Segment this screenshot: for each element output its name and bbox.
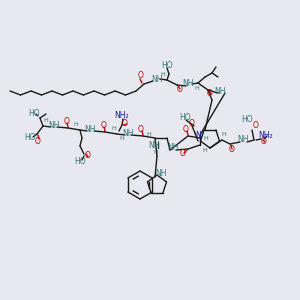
Text: NH: NH <box>151 74 163 83</box>
Text: O: O <box>207 89 213 98</box>
Text: H: H <box>154 149 158 154</box>
Text: H: H <box>112 127 116 131</box>
Text: O: O <box>64 118 70 127</box>
Text: NH: NH <box>167 143 179 152</box>
Text: O: O <box>261 137 267 146</box>
Text: HO: HO <box>28 110 40 118</box>
Text: O: O <box>183 125 189 134</box>
Text: O: O <box>85 152 91 160</box>
Text: NH: NH <box>237 136 249 145</box>
Text: HO: HO <box>161 61 173 70</box>
Text: H: H <box>160 71 165 76</box>
Text: O: O <box>122 118 128 127</box>
Text: H: H <box>202 148 207 152</box>
Text: HO: HO <box>241 116 253 124</box>
Text: O: O <box>35 136 41 146</box>
Text: NH: NH <box>182 80 194 88</box>
Text: O: O <box>229 145 235 154</box>
Text: NH₂: NH₂ <box>115 112 129 121</box>
Text: O: O <box>189 118 195 127</box>
Text: NH₂: NH₂ <box>259 130 273 140</box>
Text: O: O <box>138 125 144 134</box>
Text: NH: NH <box>148 142 160 151</box>
Text: HO: HO <box>24 133 36 142</box>
Text: NH: NH <box>48 121 60 130</box>
Text: H: H <box>204 136 208 142</box>
Text: O: O <box>253 121 259 130</box>
Text: H: H <box>120 136 124 140</box>
Text: O: O <box>101 122 107 130</box>
Text: H: H <box>147 131 152 136</box>
Text: O: O <box>138 71 144 80</box>
Text: N: N <box>195 131 201 140</box>
Text: HO: HO <box>179 112 191 122</box>
Text: H: H <box>195 85 200 91</box>
Text: NH: NH <box>122 128 134 137</box>
Text: NH: NH <box>155 169 167 178</box>
Text: NH: NH <box>214 88 226 97</box>
Text: HO: HO <box>74 157 86 166</box>
Text: O: O <box>177 85 183 94</box>
Text: H: H <box>74 122 78 127</box>
Text: H: H <box>222 131 226 136</box>
Text: NH: NH <box>84 124 96 134</box>
Text: O: O <box>180 149 186 158</box>
Text: H: H <box>44 118 48 124</box>
